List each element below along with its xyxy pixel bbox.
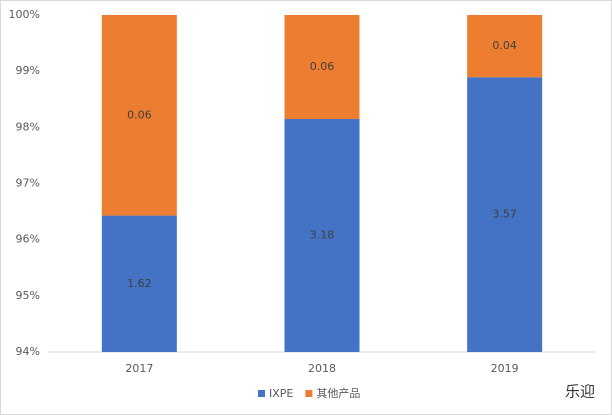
data-label: 0.06 bbox=[127, 108, 152, 121]
x-tick-label: 2019 bbox=[491, 362, 519, 375]
bar-segment bbox=[101, 15, 177, 216]
x-tick-label: 2018 bbox=[308, 362, 336, 375]
y-tick-label: 97% bbox=[16, 177, 40, 190]
x-tick-label: 2017 bbox=[125, 362, 153, 375]
data-label: 0.06 bbox=[310, 60, 335, 73]
legend-label: 其他产品 bbox=[316, 386, 360, 400]
y-tick-label: 99% bbox=[16, 64, 40, 77]
legend-swatch bbox=[305, 390, 313, 397]
legend-label: IXPE bbox=[269, 387, 293, 400]
y-tick-label: 100% bbox=[9, 8, 40, 21]
bar-segment bbox=[284, 15, 360, 120]
y-tick-label: 96% bbox=[16, 233, 40, 246]
watermark: 乐迎 bbox=[565, 383, 595, 401]
bar-segment bbox=[101, 215, 177, 352]
data-label: 1.62 bbox=[127, 277, 152, 290]
data-label: 0.04 bbox=[492, 39, 517, 52]
y-tick-label: 98% bbox=[16, 120, 40, 133]
y-tick-label: 95% bbox=[16, 289, 40, 302]
data-label: 3.57 bbox=[492, 208, 517, 221]
y-tick-label: 94% bbox=[16, 345, 40, 358]
legend-swatch bbox=[258, 390, 265, 397]
bar-segment bbox=[467, 77, 543, 353]
bar-segment bbox=[467, 15, 543, 78]
bar-segment bbox=[284, 119, 360, 352]
data-label: 3.18 bbox=[310, 229, 335, 242]
